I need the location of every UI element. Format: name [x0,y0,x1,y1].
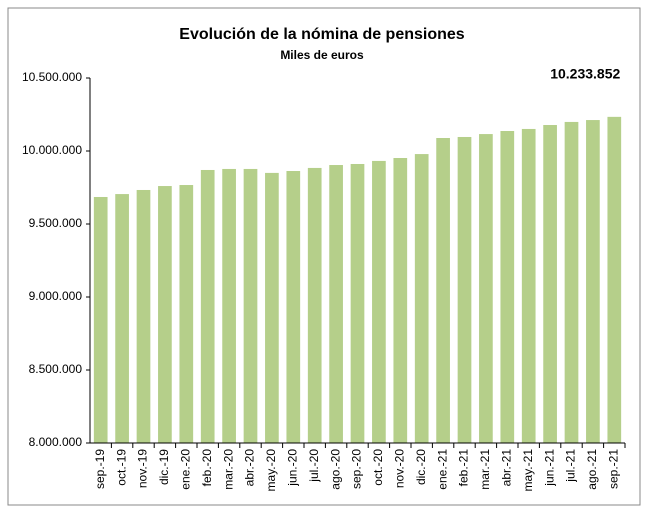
bar [586,120,600,443]
bar [414,154,429,444]
x-tick-label: sep.-21 [606,449,620,489]
x-tick-label: oct.-20 [371,449,385,486]
bar [136,189,151,443]
bar [350,163,365,443]
bar [200,169,215,444]
y-tick-label: 10.000.000 [22,143,82,157]
y-tick-label: 8.000.000 [29,435,83,449]
bar [179,185,194,443]
bar [564,121,579,444]
bar [115,194,129,443]
x-tick-label: mar.-21 [478,449,492,490]
x-tick-label: sep.-19 [93,449,107,489]
bar [372,160,386,444]
y-tick-label: 9.500.000 [29,216,83,230]
bar [307,167,322,443]
x-tick-label: ene.-20 [178,449,192,490]
x-tick-label: abr.-20 [243,449,257,487]
x-tick-label: jun.-20 [285,449,299,487]
x-tick-label: jun.-21 [542,449,556,487]
x-tick-label: nov.-19 [136,449,150,488]
y-tick-label: 10.500.000 [22,70,82,84]
bar [500,130,515,444]
bar [329,165,343,444]
bar [543,125,557,444]
bar [436,138,450,444]
bar [93,196,108,443]
bar [222,168,236,443]
bar [607,116,622,443]
bar [479,134,493,443]
x-tick-label: dic.-20 [414,449,428,485]
bar [158,186,172,444]
chart-title: Evolución de la nómina de pensiones [179,26,464,43]
y-tick-label: 8.500.000 [29,362,83,376]
x-tick-label: abr.-21 [499,449,513,487]
bar [393,158,408,443]
x-tick-label: may.-21 [521,449,535,492]
x-tick-label: nov.-20 [392,449,406,488]
bar [521,128,536,444]
y-tick-label: 9.000.000 [29,289,83,303]
x-tick-label: oct.-19 [114,449,128,486]
x-tick-label: ago.-20 [328,449,342,490]
bar [457,136,472,443]
x-tick-label: jul.-21 [564,449,578,483]
x-tick-label: ene.-21 [435,449,449,490]
chart-subtitle: Miles de euros [280,48,364,62]
bar [243,168,258,443]
x-tick-label: feb.-20 [200,449,214,487]
x-tick-label: mar.-20 [221,449,235,490]
x-tick-label: sep.-20 [350,449,364,489]
x-tick-label: jul.-20 [307,449,321,483]
x-tick-label: feb.-21 [457,449,471,487]
bar [265,172,279,443]
x-tick-label: ago.-21 [585,449,599,490]
x-tick-label: dic.-19 [157,449,171,485]
x-tick-label: may.-20 [264,449,278,492]
data-label: 10.233.852 [550,66,620,82]
bar [286,171,301,443]
